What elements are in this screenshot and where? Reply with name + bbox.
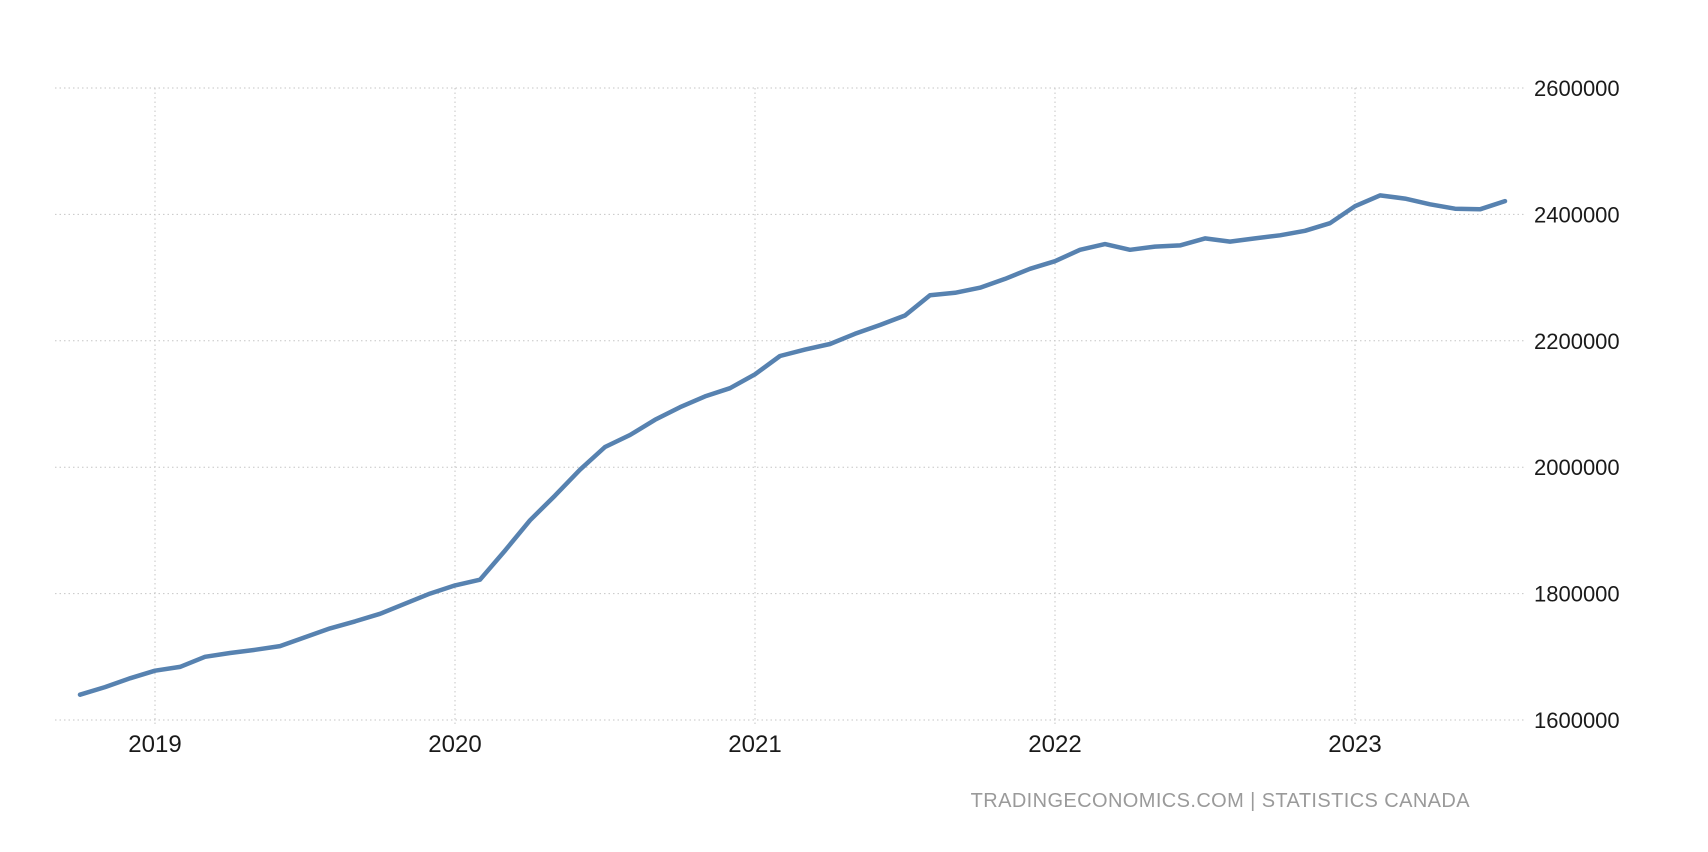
x-axis-tick-label: 2022 [1028, 731, 1081, 758]
data-series-line [77, 193, 1508, 697]
y-axis-tick-label: 2400000 [1534, 202, 1620, 227]
y-axis-tick-label: 1800000 [1534, 582, 1620, 607]
x-axis-tick-label: 2019 [128, 731, 181, 758]
attribution-text: TRADINGECONOMICS.COM | STATISTICS CANADA [970, 790, 1470, 812]
y-axis-tick-label: 2200000 [1534, 329, 1620, 354]
y-axis-tick-label: 1600000 [1534, 708, 1620, 733]
x-axis-tick-label: 2023 [1328, 731, 1381, 758]
y-axis-tick-label: 2600000 [1534, 76, 1620, 101]
x-axis-tick-label: 2021 [728, 731, 781, 758]
x-axis-tick-label: 2020 [428, 731, 481, 758]
y-axis-tick-label: 2000000 [1534, 455, 1620, 480]
